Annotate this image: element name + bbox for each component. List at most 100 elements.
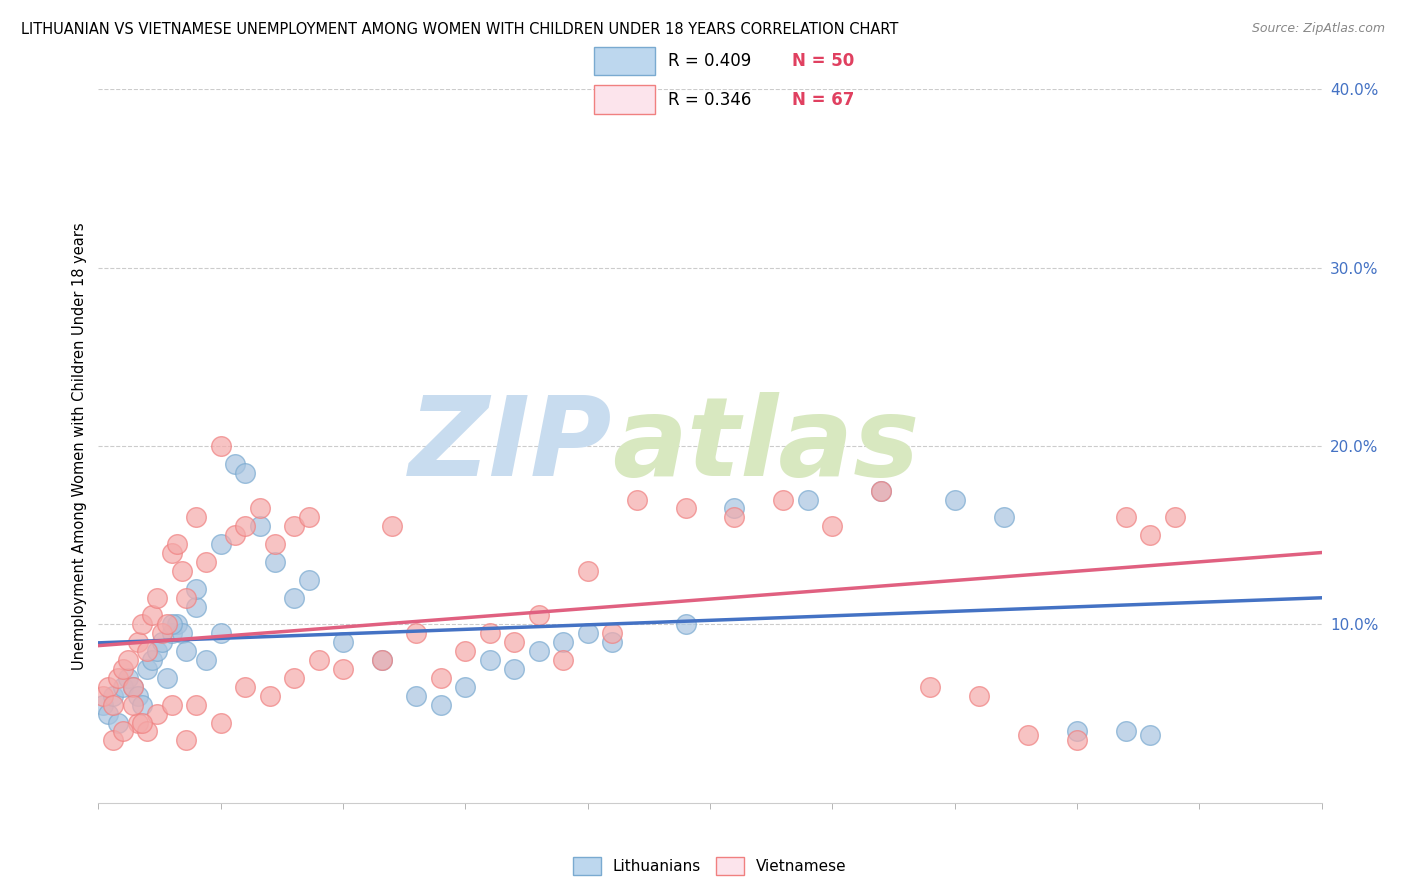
Point: [91, 698, 114, 712]
Point: [131, 698, 153, 712]
Point: [121, 680, 143, 694]
Point: [233, 680, 256, 694]
Point: [263, 555, 285, 569]
Text: atlas: atlas: [612, 392, 920, 500]
Text: R = 0.346: R = 0.346: [668, 91, 752, 109]
Point: [1139, 528, 1161, 542]
Point: [146, 706, 169, 721]
Point: [101, 733, 124, 747]
Point: [283, 591, 305, 605]
Point: [150, 626, 173, 640]
Point: [723, 501, 745, 516]
Point: [283, 671, 305, 685]
Point: [141, 608, 163, 623]
Point: [821, 519, 844, 533]
Point: [553, 635, 575, 649]
Point: [131, 715, 153, 730]
Point: [600, 626, 623, 640]
Point: [298, 510, 321, 524]
Point: [186, 510, 208, 524]
Point: [121, 680, 143, 694]
Point: [259, 689, 281, 703]
Point: [224, 528, 246, 542]
Point: [1066, 724, 1088, 739]
Point: [870, 483, 893, 498]
Point: [131, 617, 153, 632]
Point: [249, 501, 271, 516]
Point: [146, 644, 169, 658]
Point: [107, 715, 129, 730]
Point: [600, 635, 623, 649]
Point: [195, 653, 218, 667]
Point: [156, 671, 179, 685]
Point: [1164, 510, 1187, 524]
Point: [1115, 724, 1137, 739]
Point: [141, 653, 163, 667]
Point: [430, 698, 453, 712]
Point: [675, 617, 697, 632]
Point: [101, 698, 124, 712]
Point: [371, 653, 394, 667]
Point: [146, 591, 169, 605]
Point: [675, 501, 697, 516]
Point: [478, 626, 501, 640]
Point: [870, 483, 893, 498]
Point: [332, 662, 354, 676]
Point: [209, 715, 232, 730]
Point: [136, 724, 159, 739]
Point: [454, 644, 477, 658]
Point: [97, 706, 120, 721]
Point: [576, 626, 599, 640]
Point: [993, 510, 1015, 524]
Text: Source: ZipAtlas.com: Source: ZipAtlas.com: [1251, 22, 1385, 36]
Point: [626, 492, 648, 507]
Point: [136, 662, 159, 676]
Point: [405, 689, 427, 703]
Point: [797, 492, 820, 507]
Point: [176, 733, 198, 747]
Point: [224, 457, 246, 471]
Point: [127, 689, 149, 703]
Point: [186, 599, 208, 614]
Point: [967, 689, 990, 703]
Text: R = 0.409: R = 0.409: [668, 52, 752, 70]
Point: [371, 653, 394, 667]
Point: [478, 653, 501, 667]
Point: [405, 626, 427, 640]
Point: [97, 680, 120, 694]
Point: [1017, 728, 1039, 742]
Point: [121, 698, 143, 712]
Point: [170, 626, 193, 640]
Point: [117, 671, 139, 685]
Point: [381, 519, 404, 533]
Point: [166, 537, 188, 551]
Point: [166, 617, 188, 632]
Point: [160, 617, 183, 632]
Point: [1115, 510, 1137, 524]
Point: [1139, 728, 1161, 742]
Point: [772, 492, 794, 507]
Point: [209, 439, 232, 453]
Point: [186, 582, 208, 596]
Point: [117, 653, 139, 667]
Point: [527, 608, 550, 623]
Point: [160, 698, 183, 712]
Point: [249, 519, 271, 533]
Point: [503, 662, 526, 676]
Point: [156, 617, 179, 632]
Point: [195, 555, 218, 569]
Point: [723, 510, 745, 524]
Point: [176, 591, 198, 605]
Point: [943, 492, 966, 507]
Text: ZIP: ZIP: [409, 392, 612, 500]
Point: [101, 689, 124, 703]
Point: [576, 564, 599, 578]
Point: [111, 724, 134, 739]
Point: [111, 680, 134, 694]
Point: [1066, 733, 1088, 747]
Point: [233, 466, 256, 480]
Point: [160, 626, 183, 640]
FancyBboxPatch shape: [595, 85, 655, 114]
Point: [127, 715, 149, 730]
Point: [186, 698, 208, 712]
